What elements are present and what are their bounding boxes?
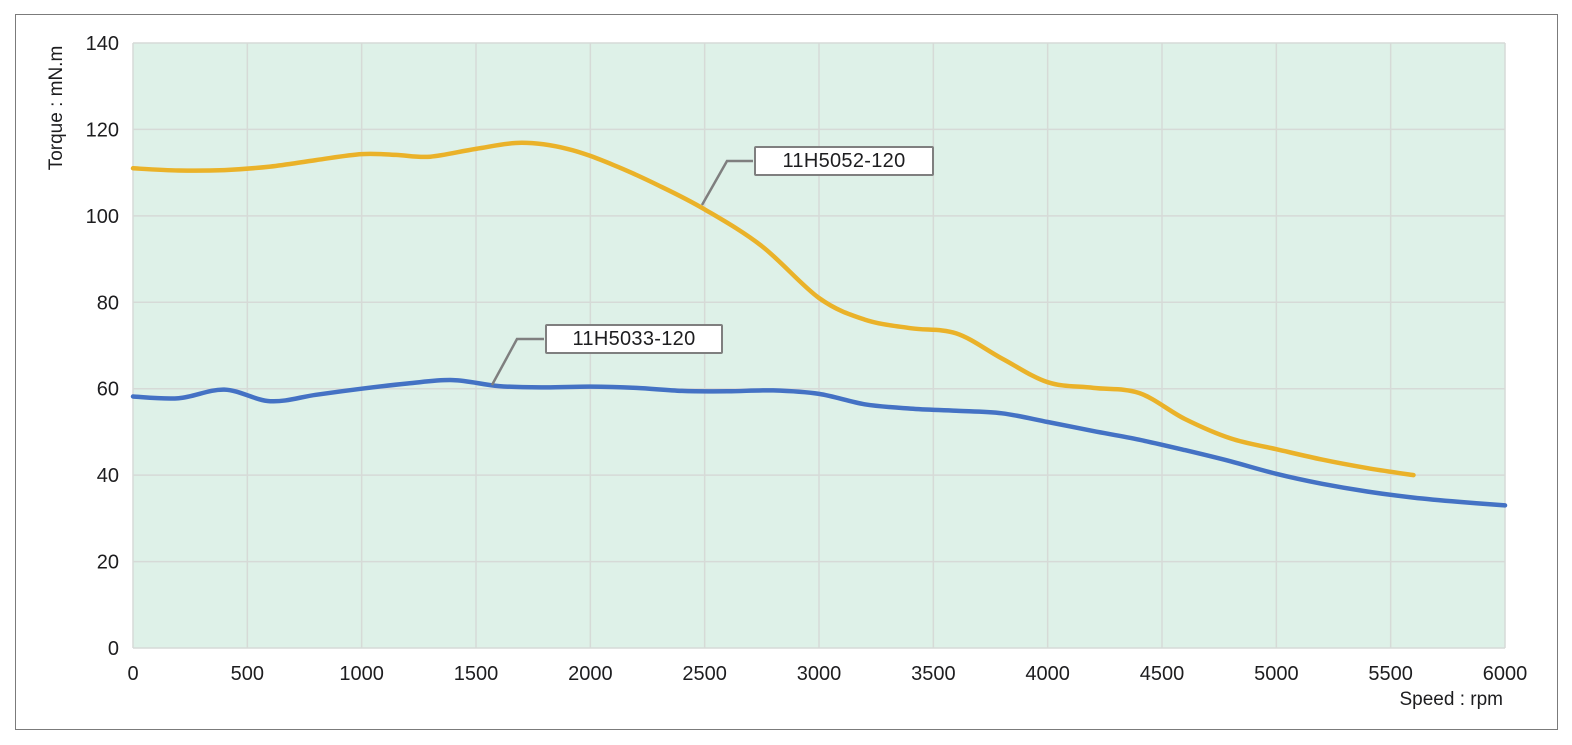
x-tick-label-4500: 4500 bbox=[1140, 663, 1185, 685]
x-tick-label-3000: 3000 bbox=[797, 663, 842, 685]
y-tick-label-100: 100 bbox=[86, 206, 119, 228]
x-tick-label-3500: 3500 bbox=[911, 663, 956, 685]
leader-line-11H5033-120 bbox=[490, 337, 544, 386]
callout-leader-lines bbox=[490, 159, 753, 386]
y-tick-label-60: 60 bbox=[97, 379, 119, 401]
y-tick-label-20: 20 bbox=[97, 552, 119, 574]
x-tick-label-1500: 1500 bbox=[454, 663, 499, 685]
y-tick-label-80: 80 bbox=[97, 292, 119, 314]
callout-label-11H5052-120: 11H5052-120 bbox=[754, 146, 934, 176]
y-axis-title: Torque : mN.m bbox=[46, 46, 67, 171]
series-curves bbox=[130, 140, 1508, 508]
x-tick-label-4000: 4000 bbox=[1025, 663, 1070, 685]
x-tick-label-500: 500 bbox=[231, 663, 264, 685]
x-tick-label-2500: 2500 bbox=[682, 663, 727, 685]
callout-text: 11H5033-120 bbox=[572, 327, 696, 350]
x-tick-label-1000: 1000 bbox=[339, 663, 384, 685]
series-line-11H5052-120 bbox=[130, 140, 1416, 478]
y-tick-label-140: 140 bbox=[86, 33, 119, 55]
callout-text: 11H5052-120 bbox=[782, 149, 906, 172]
x-tick-label-5000: 5000 bbox=[1254, 663, 1299, 685]
x-tick-label-5500: 5500 bbox=[1368, 663, 1413, 685]
y-tick-label-0: 0 bbox=[108, 638, 119, 660]
gridlines bbox=[132, 42, 1506, 649]
x-tick-label-6000: 6000 bbox=[1483, 663, 1528, 685]
axis-tick-labels: 0 500 1000 1500 2000 2500 3000 3500 4000 4500 5000… bbox=[86, 33, 1528, 685]
y-tick-label-40: 40 bbox=[97, 465, 119, 487]
series-line-11H5033-120 bbox=[130, 377, 1508, 508]
x-tick-label-0: 0 bbox=[127, 663, 138, 685]
y-tick-label-120: 120 bbox=[86, 119, 119, 141]
callout-label-11H5033-120: 11H5033-120 bbox=[545, 324, 723, 354]
x-axis-title: Speed : rpm bbox=[1400, 689, 1504, 710]
x-tick-label-2000: 2000 bbox=[568, 663, 613, 685]
leader-line-11H5052-120 bbox=[700, 159, 753, 206]
